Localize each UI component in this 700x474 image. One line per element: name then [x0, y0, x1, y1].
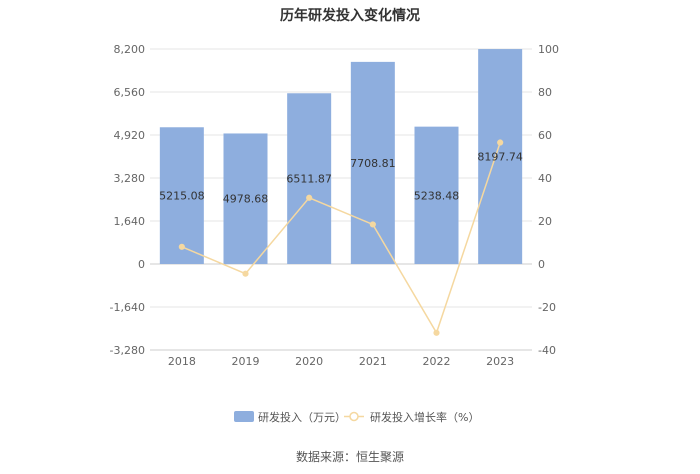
right-tick-label: -40 — [538, 344, 556, 357]
right-tick-label: 100 — [538, 43, 559, 56]
data-source: 数据来源：恒生聚源 — [296, 449, 404, 464]
right-tick-label: 80 — [538, 86, 552, 99]
left-tick-label: 4,920 — [114, 129, 146, 142]
growth-point — [178, 243, 185, 250]
right-tick-label: 60 — [538, 129, 552, 142]
left-tick-label: 6,560 — [114, 86, 146, 99]
bar-value-label: 5215.08 — [159, 190, 205, 203]
left-axis-ticks: 8,200 6,560 4,920 3,280 1,640 0 -1,640 -3,280 — [110, 43, 145, 357]
left-tick-label: -3,280 — [110, 344, 145, 357]
x-tick-label: 2021 — [359, 355, 387, 368]
bar-value-label: 6511.87 — [286, 173, 332, 186]
x-tick-label: 2018 — [168, 355, 196, 368]
bar-value-label: 5238.48 — [414, 189, 460, 202]
bar-series — [159, 49, 523, 265]
x-tick-label: 2022 — [423, 355, 451, 368]
growth-point — [242, 270, 249, 277]
right-tick-label: 20 — [538, 215, 552, 228]
bar — [350, 61, 395, 265]
bar-value-label: 8197.74 — [477, 151, 523, 164]
right-tick-label: -20 — [538, 301, 556, 314]
left-tick-label: 0 — [138, 258, 145, 271]
right-axis-ticks: 100 80 60 40 20 0 -20 -40 — [538, 43, 559, 357]
growth-line — [181, 142, 501, 335]
bar-data-labels: 5215.08 4978.68 6511.87 7708.81 5238.48 8197.… — [159, 151, 523, 206]
left-tick-label: 1,640 — [114, 215, 146, 228]
bar — [159, 127, 204, 264]
chart-title: 历年研发投入变化情况 — [280, 7, 420, 24]
legend-bar-label: 研发投入（万元） — [258, 410, 346, 424]
right-tick-label: 0 — [538, 258, 545, 271]
growth-point — [369, 221, 376, 228]
legend-line-marker — [349, 411, 359, 422]
x-tick-label: 2020 — [295, 355, 323, 368]
x-tick-label: 2019 — [232, 355, 260, 368]
left-tick-label: 3,280 — [114, 172, 146, 185]
legend-line-label: 研发投入增长率（%） — [370, 410, 479, 424]
bar — [414, 126, 459, 264]
grid-lines — [150, 48, 532, 351]
line-series — [178, 139, 504, 336]
left-tick-label: -1,640 — [110, 301, 145, 314]
bar — [478, 49, 523, 264]
right-tick-label: 40 — [538, 172, 552, 185]
bar — [287, 93, 332, 264]
growth-point — [497, 139, 504, 146]
growth-point — [433, 329, 440, 336]
bar-value-label: 4978.68 — [223, 193, 269, 206]
x-axis-ticks: 2018 2019 2020 2021 2022 2023 — [168, 355, 514, 368]
bar-value-label: 7708.81 — [350, 157, 396, 170]
growth-point — [306, 194, 313, 201]
bar — [223, 133, 268, 264]
legend-bar-swatch — [234, 411, 254, 422]
x-tick-label: 2023 — [486, 355, 514, 368]
legend: 研发投入（万元） 研发投入增长率（%） — [234, 410, 479, 424]
left-tick-label: 8,200 — [114, 43, 146, 56]
